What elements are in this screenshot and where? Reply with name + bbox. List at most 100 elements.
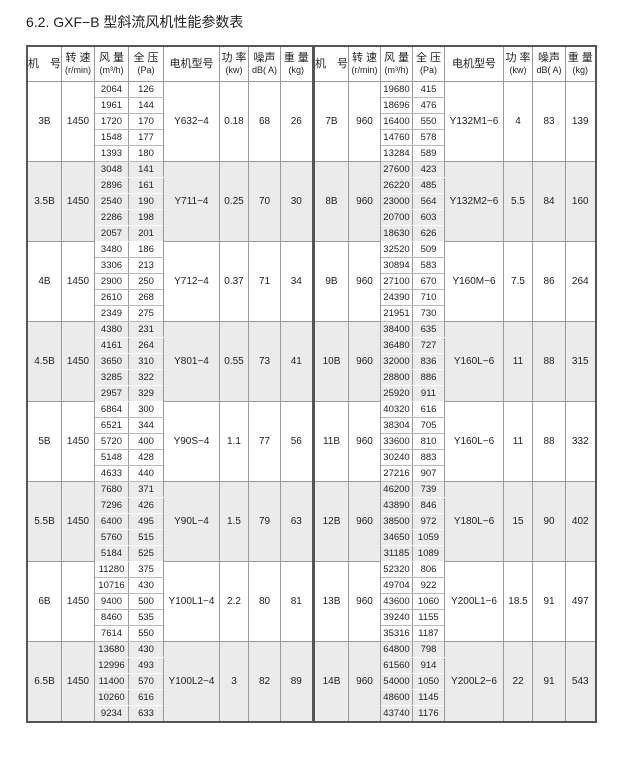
cell-weight: 89 [280,641,313,723]
cell-airflow: 14760 [380,129,413,146]
header-label: 电机型号 [452,58,496,70]
cell-airflow: 2610 [94,289,129,306]
cell-airflow: 43740 [380,705,413,723]
table-row: 49704 922 [314,577,596,594]
table-row: 24390 710 [314,289,596,306]
header-weight: 重 量 (kg) [280,45,313,82]
table-row: 14B 960 64800 798 Y200L2−6 22 91 543 [313,641,596,723]
cell-airflow: 5720 [94,433,129,450]
cell-airflow: 9234 [94,705,129,723]
cell-speed: 960 [348,481,381,562]
cell-model: 4.5B [26,321,62,402]
table-row: 2540 190 [27,193,313,210]
table-row: 33600 810 [314,433,596,450]
cell-noise: 77 [248,401,281,482]
cell-airflow: 31185 [380,545,413,562]
cell-pressure: 1050 [412,673,445,690]
cell-airflow: 7680 [94,481,129,498]
cell-pressure: 430 [128,641,164,658]
cell-power: 0.37 [219,241,249,322]
header-label: 风 量 [383,52,410,64]
table-row: 11B 960 40320 616 Y160L−6 11 88 332 [313,401,596,482]
table-row: 28800 886 [314,369,596,386]
cell-speed: 1450 [61,641,95,723]
cell-weight: 160 [565,161,596,242]
table-row: 3285 322 [27,369,313,386]
header-model: 机 号 [313,45,349,82]
cell-pressure: 570 [128,673,164,690]
cell-noise: 79 [248,481,281,562]
table-row: 26220 485 [314,177,596,194]
header-unit: (Pa) [137,65,155,75]
cell-airflow: 3650 [94,353,129,370]
cell-airflow: 61560 [380,657,413,674]
cell-power: 1.1 [219,401,249,482]
table-row: 25920 911 [314,385,596,402]
header-label: 风 量 [98,52,125,64]
table-row: 36480 727 [314,337,596,354]
table-row: 4.5B 1450 4380 231 Y801−4 0.55 73 41 [26,321,313,402]
cell-noise: 70 [248,161,281,242]
cell-weight: 315 [565,321,596,402]
cell-weight: 26 [280,81,313,162]
header-unit: dB( A) [536,65,562,75]
table-row: 30240 883 [314,449,596,466]
cell-pressure: 250 [128,273,164,290]
cell-airflow: 25920 [380,385,413,402]
cell-airflow: 11280 [94,561,129,578]
cell-airflow: 46200 [380,481,413,498]
header-label: 全 压 [133,52,159,64]
table-row: 18696 476 [314,97,596,114]
table-row: 20700 603 [314,209,596,226]
table-row: 5B 1450 6864 300 Y90S−4 1.1 77 56 [26,401,313,482]
cell-airflow: 2957 [94,385,129,402]
cell-weight: 543 [565,641,596,723]
cell-motor: Y712−4 [163,241,220,322]
header-unit: (kw) [509,65,527,75]
table-row: 3B 1450 2064 126 Y632−4 0.18 68 26 [26,81,313,162]
table-row: 27216 907 [314,465,596,482]
header-label: 功 率 [505,52,531,64]
cell-airflow: 36480 [380,337,413,354]
table-row: 1720 170 [27,113,313,130]
cell-pressure: 371 [128,481,164,498]
cell-pressure: 727 [412,337,445,354]
cell-airflow: 1961 [94,97,129,114]
cell-pressure: 201 [128,225,164,242]
cell-airflow: 2064 [94,81,129,98]
cell-model: 7B [313,81,349,162]
cell-pressure: 375 [128,561,164,578]
cell-airflow: 52320 [380,561,413,578]
cell-pressure: 550 [128,625,164,642]
cell-airflow: 21951 [380,305,413,322]
cell-weight: 497 [565,561,596,642]
cell-model: 4B [26,241,62,322]
cell-airflow: 2896 [94,177,129,194]
cell-pressure: 213 [128,257,164,274]
table-row: 13B 960 52320 806 Y200L1−6 18.5 91 497 [313,561,596,642]
cell-airflow: 35316 [380,625,413,642]
cell-motor: Y100L2−4 [163,641,220,723]
cell-airflow: 43600 [380,593,413,610]
cell-motor: Y132M2−6 [444,161,504,242]
cell-pressure: 428 [128,449,164,466]
cell-pressure: 161 [128,177,164,194]
table-row: 7614 550 [27,625,313,642]
cell-pressure: 400 [128,433,164,450]
cell-noise: 82 [248,641,281,723]
cell-pressure: 635 [412,321,445,338]
cell-airflow: 48600 [380,689,413,706]
cell-pressure: 907 [412,465,445,482]
cell-power: 3 [219,641,249,723]
header-label: 全 压 [415,52,442,64]
cell-weight: 139 [565,81,596,162]
cell-airflow: 13680 [94,641,129,658]
cell-pressure: 170 [128,113,164,130]
cell-pressure: 550 [412,113,445,130]
cell-airflow: 19680 [380,81,413,98]
table-row: 9400 500 [27,593,313,610]
table-row: 3.5B 1450 3048 141 Y711−4 0.25 70 30 [26,161,313,242]
cell-power: 0.55 [219,321,249,402]
cell-power: 11 [503,321,533,402]
cell-motor: Y632−4 [163,81,220,162]
